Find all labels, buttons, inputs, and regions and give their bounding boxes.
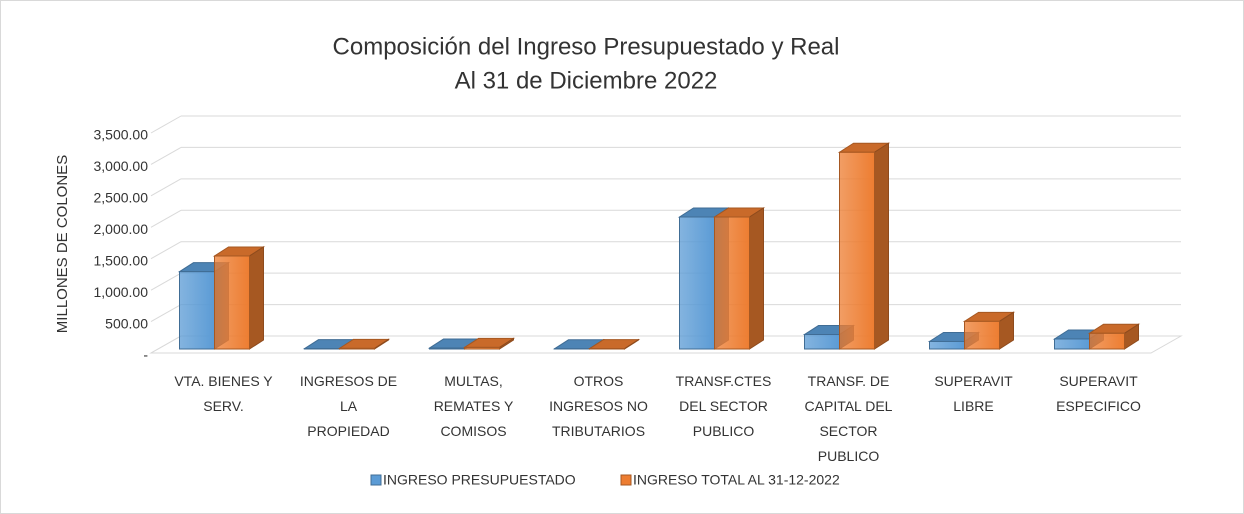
bar-front <box>839 151 875 350</box>
legend-swatch <box>370 474 382 486</box>
floor <box>149 335 1183 354</box>
x-tick-label: INGRESOS DE LA PROPIEDAD <box>299 373 398 439</box>
bar <box>1087 323 1141 350</box>
grid-side-line <box>150 272 182 291</box>
bar-side <box>249 246 264 350</box>
bar-front <box>679 216 715 350</box>
grid-side-line <box>150 115 182 134</box>
bar-front <box>1054 338 1090 350</box>
y-tick-label: 2,500.00 <box>94 190 149 206</box>
y-tick-label: 3,000.00 <box>94 158 149 174</box>
y-axis-label: MILLONES DE COLONES <box>54 155 71 333</box>
y-tick-label: - <box>143 347 148 363</box>
y-tick-label: 2,000.00 <box>94 221 149 237</box>
x-tick-label: VTA. BIENES Y SERV. <box>174 373 273 414</box>
chart-title: Composición del Ingreso Presupuestado y … <box>333 33 840 60</box>
y-tick-label: 3,500.00 <box>94 127 149 143</box>
bar-front <box>179 271 215 350</box>
bar <box>962 311 1016 350</box>
bar <box>462 337 516 350</box>
chart-subtitle: Al 31 de Diciembre 2022 <box>455 67 718 94</box>
bar-front <box>714 216 750 350</box>
legend-swatch <box>620 474 632 486</box>
legend-label: INGRESO PRESUPUESTADO <box>383 472 576 488</box>
legend-label: INGRESO TOTAL AL 31-12-2022 <box>633 472 840 488</box>
bar-front <box>804 334 840 350</box>
bar-front <box>339 347 375 350</box>
bar <box>212 246 266 350</box>
grid-side-line <box>150 178 182 197</box>
bar-front <box>429 347 465 350</box>
bar-front <box>929 340 965 350</box>
grid-side-line <box>150 241 182 260</box>
x-tick-label: OTROS INGRESOS NO TRIBUTARIOS <box>549 373 648 439</box>
x-tick-label: MULTAS, REMATES Y COMISOS <box>433 373 514 439</box>
x-tick-label: TRANSF.CTES DEL SECTOR PUBLICO <box>675 373 772 439</box>
bar-front <box>214 255 250 350</box>
bar <box>712 207 766 350</box>
grid-side-line <box>150 209 182 228</box>
bar-side <box>874 142 889 350</box>
x-tick-label: SUPERAVIT ESPECIFICO <box>1056 373 1141 414</box>
grid-side-line <box>150 304 182 323</box>
bar-side <box>749 207 764 350</box>
y-tick-label: 500.00 <box>105 315 148 331</box>
x-tick-label: TRANSF. DE CAPITAL DEL SECTOR PUBLICO <box>804 373 893 464</box>
bar-front <box>964 320 1000 350</box>
y-tick-label: 1,000.00 <box>94 284 149 300</box>
grid-side-line <box>150 335 182 354</box>
bar-front <box>464 346 500 350</box>
grid-side-line <box>150 146 182 165</box>
y-tick-label: 1,500.00 <box>94 252 149 268</box>
bar <box>837 142 891 350</box>
bar-front <box>1089 332 1125 350</box>
bar <box>337 338 391 350</box>
bar <box>587 338 641 350</box>
x-tick-label: SUPERAVIT LIBRE <box>934 373 1013 414</box>
